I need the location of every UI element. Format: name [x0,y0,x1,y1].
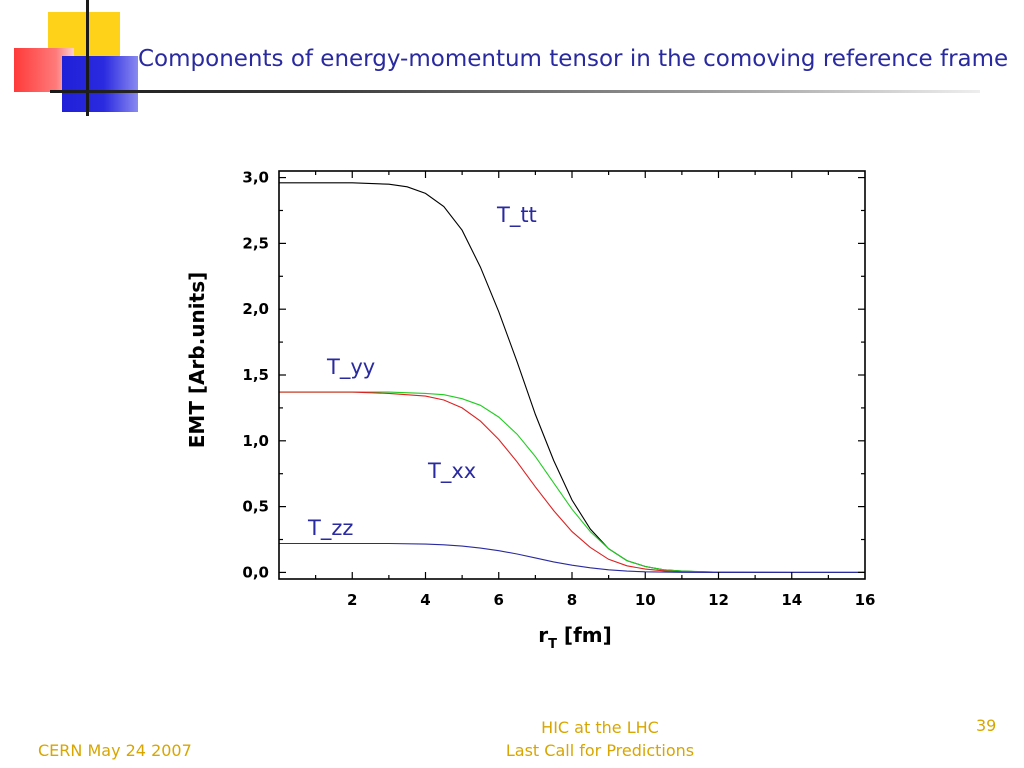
footer-date: CERN May 24 2007 [38,741,192,760]
y-tick-label: 3,0 [242,169,269,187]
footer-event: HIC at the LHC Last Call for Predictions [440,716,760,762]
y-tick-label: 2,0 [242,300,269,318]
y-tick-label: 2,5 [242,234,269,252]
y-tick-label: 0,0 [242,563,269,581]
footer-event-line2: Last Call for Predictions [505,741,695,760]
x-tick-label: 14 [781,591,802,609]
series-line-t-zz [279,542,865,573]
y-tick-label: 1,5 [242,366,269,384]
x-tick-label: 12 [708,591,729,609]
y-tick-label: 1,0 [242,432,269,450]
series-line-t-yy [279,391,865,573]
curve-label-t-yy: T_yy [326,355,375,380]
slide-title: Components of energy-momentum tensor in … [138,46,1009,72]
y-tick-label: 0,5 [242,498,269,516]
curve-label-t-zz: T_zz [307,516,353,541]
x-tick-label: 2 [347,591,357,609]
series-line-t-xx [279,391,865,573]
x-axis-title-main: r [538,623,548,647]
x-axis-title: rT [fm] [538,623,612,652]
x-tick-label: 10 [635,591,656,609]
x-tick-label: 4 [420,591,430,609]
title-underline [50,90,980,93]
x-tick-label: 8 [567,591,577,609]
y-axis-title: EMT [Arb.units] [185,272,209,449]
x-axis-title-unit: [fm] [557,623,612,647]
x-tick-label: 6 [494,591,504,609]
curve-label-t-tt: T_tt [496,203,537,228]
page-number: 39 [976,716,997,735]
curve-label-t-xx: T_xx [427,459,476,484]
decor-blue-square [62,56,138,112]
x-tick-label: 16 [855,591,876,609]
footer-event-line1: HIC at the LHC [541,718,659,737]
x-axis-title-subscript: T [548,637,557,652]
decor-vertical-line [86,0,89,116]
